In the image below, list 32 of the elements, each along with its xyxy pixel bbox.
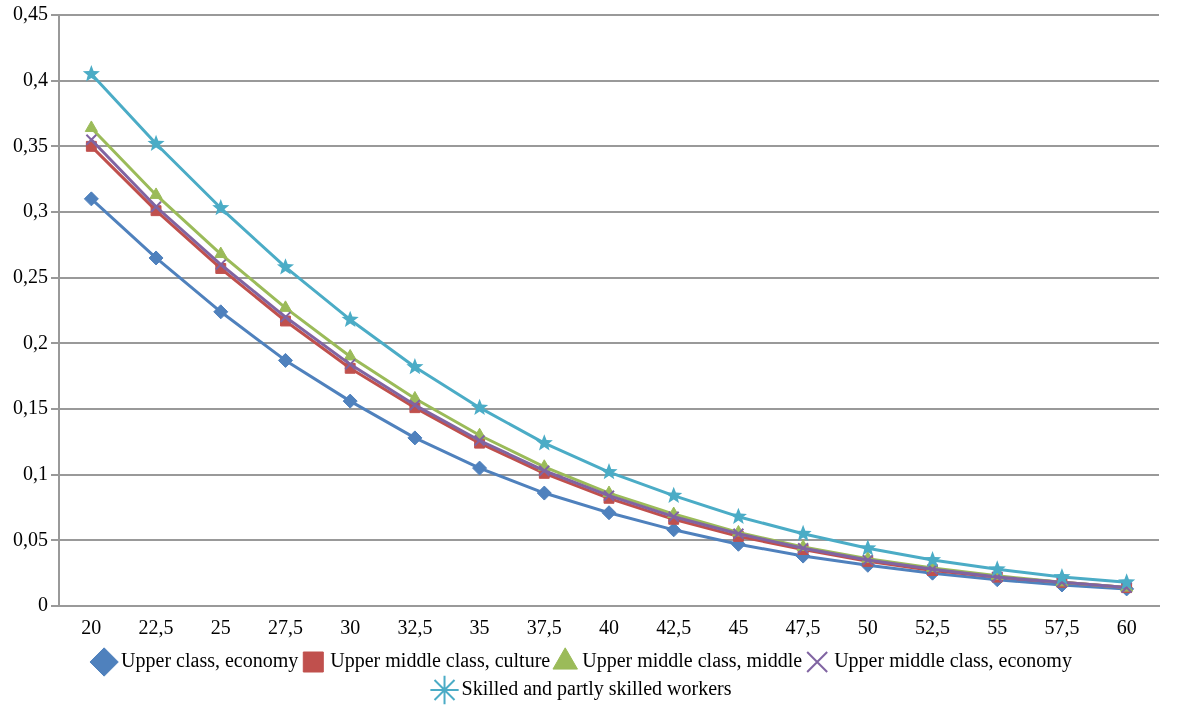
y-tick-label: 0,4	[23, 67, 48, 90]
legend-label: Skilled and partly skilled workers	[461, 677, 732, 701]
x-tick-label: 45	[728, 616, 749, 639]
y-tick-label: 0,15	[13, 396, 48, 419]
x-tick-label: 22,5	[138, 616, 174, 639]
y-tick-label: 0	[38, 593, 48, 616]
legend-label: Upper class, economy	[121, 649, 299, 673]
x-tick-label: 52,5	[915, 616, 951, 639]
x-tick-label: 50	[857, 616, 878, 639]
legend-label: Upper middle class, economy	[834, 649, 1072, 673]
x-tick-label: 32,5	[397, 616, 433, 639]
x-tick-label: 35	[469, 616, 490, 639]
x-tick-label: 40	[599, 616, 619, 639]
x-tick-label: 57,5	[1044, 616, 1080, 639]
x-tick-label: 42,5	[656, 616, 692, 639]
x-tick-label: 37,5	[526, 616, 562, 639]
y-tick-label: 0,05	[13, 527, 48, 550]
legend-label: Upper middle class, culture	[330, 649, 551, 673]
x-tick-label: 25	[210, 616, 231, 639]
legend-label: Upper middle class, middle	[582, 649, 803, 673]
y-tick-label: 0,3	[23, 199, 48, 222]
y-tick-label: 0,1	[23, 461, 48, 484]
y-tick-label: 0,35	[13, 133, 48, 156]
x-tick-label: 30	[340, 616, 361, 639]
y-tick-label: 0,45	[13, 2, 48, 25]
y-tick-label: 0,2	[23, 330, 48, 353]
x-tick-label: 55	[987, 616, 1008, 639]
x-tick-label: 47,5	[785, 616, 821, 639]
y-tick-label: 0,25	[13, 264, 48, 287]
x-tick-label: 27,5	[267, 616, 303, 639]
x-tick-label: 60	[1116, 616, 1137, 639]
x-tick-label: 20	[81, 616, 102, 639]
